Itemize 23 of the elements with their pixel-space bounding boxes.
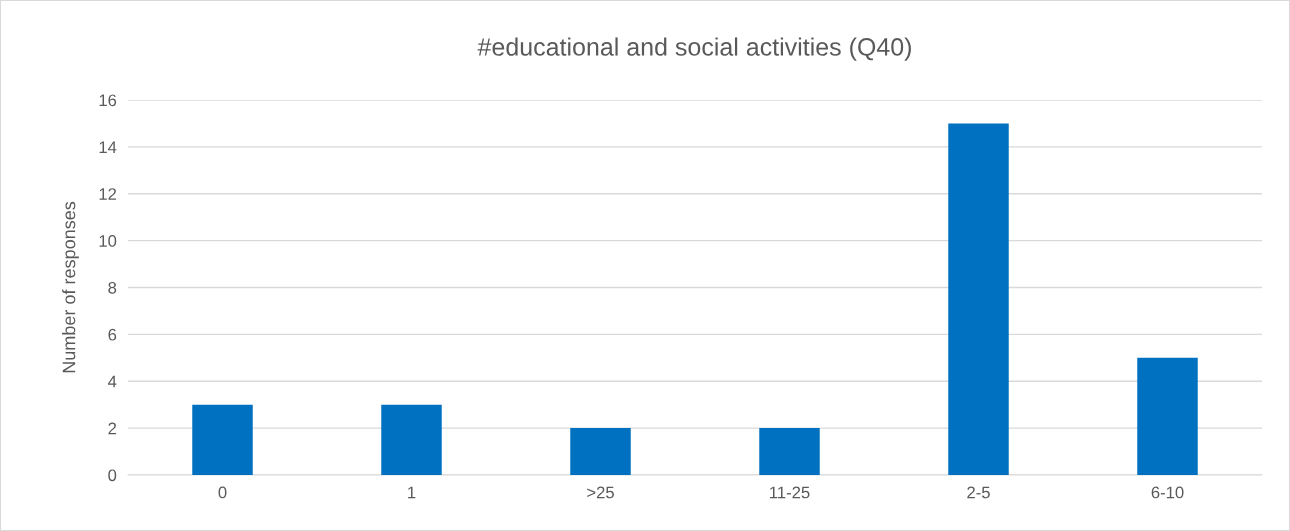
bar xyxy=(381,404,442,475)
y-tick-label: 2 xyxy=(108,422,117,435)
y-tick-label: 8 xyxy=(108,281,117,294)
bar xyxy=(192,404,253,475)
bar xyxy=(759,428,820,475)
y-axis-title: Number of responses xyxy=(62,201,79,373)
x-tick-label: 2-5 xyxy=(967,486,990,499)
y-tick-label: 10 xyxy=(99,235,117,247)
y-tick-label: 6 xyxy=(108,328,117,341)
y-tick-label: 4 xyxy=(108,375,117,388)
x-tick-label: 6-10 xyxy=(1151,486,1184,499)
x-tick-label: 11-25 xyxy=(770,486,810,499)
chart-title: #educational and social activities (Q40) xyxy=(477,37,911,61)
y-tick-label: 0 xyxy=(108,469,117,482)
x-tick-label: >25 xyxy=(587,486,614,499)
y-tick-label: 12 xyxy=(99,188,117,200)
x-tick-label: 1 xyxy=(408,486,416,499)
x-tick-label: 0 xyxy=(218,486,227,499)
bar xyxy=(570,428,631,475)
bar xyxy=(1137,357,1198,475)
bar xyxy=(948,123,1009,475)
y-tick-label: 16 xyxy=(99,94,117,107)
y-tick-label: 14 xyxy=(99,141,117,153)
